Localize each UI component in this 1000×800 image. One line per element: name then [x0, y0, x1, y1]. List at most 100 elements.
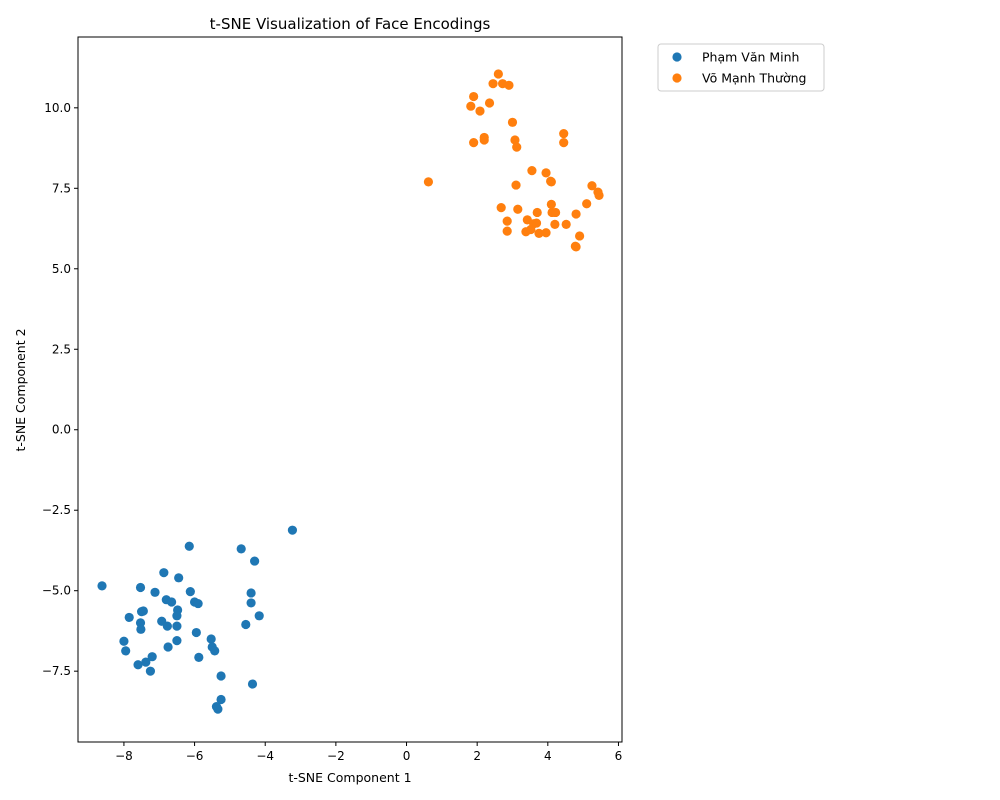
y-tick-label: 7.5: [52, 181, 71, 195]
data-point: [213, 704, 223, 714]
legend-marker: [672, 52, 682, 62]
y-tick-label: 10.0: [44, 101, 71, 115]
data-point: [246, 588, 256, 598]
data-point: [570, 241, 580, 251]
y-axis-label: t-SNE Component 2: [13, 328, 28, 451]
data-point: [133, 660, 143, 670]
data-point: [561, 219, 571, 229]
data-point: [159, 568, 169, 578]
y-tick-label: 2.5: [52, 342, 71, 356]
data-point: [163, 642, 173, 652]
x-tick-label: −4: [256, 749, 274, 763]
data-point: [469, 137, 479, 148]
y-tick-label: 0.0: [52, 423, 71, 437]
plot-frame: [77, 36, 623, 743]
data-point: [216, 671, 226, 681]
data-point: [247, 679, 258, 689]
data-point: [141, 657, 151, 667]
data-point: [532, 207, 542, 218]
x-tick-label: 4: [544, 749, 552, 763]
data-point: [541, 228, 551, 238]
legend-box: [657, 43, 825, 92]
legend-label: Võ Mạnh Thường: [702, 71, 806, 86]
data-point: [194, 652, 204, 662]
y-tick-label: −7.5: [42, 664, 71, 678]
x-tick-label: 6: [615, 749, 623, 763]
x-axis-label: t-SNE Component 1: [288, 770, 411, 785]
data-point: [246, 598, 256, 608]
data-point: [97, 581, 107, 591]
data-point: [206, 634, 216, 644]
data-point: [287, 525, 298, 535]
data-point: [119, 636, 129, 646]
data-point: [527, 166, 537, 176]
data-point: [546, 199, 556, 209]
data-point: [513, 204, 523, 214]
data-point: [559, 137, 569, 148]
data-point: [241, 619, 251, 630]
data-point: [526, 224, 536, 235]
data-point: [167, 597, 177, 607]
data-point: [174, 573, 184, 583]
data-point: [145, 666, 156, 676]
data-point: [510, 135, 520, 145]
data-point: [136, 624, 146, 634]
data-point: [135, 582, 146, 593]
y-tick-label: −5.0: [42, 584, 71, 598]
data-point: [502, 226, 512, 236]
data-point: [172, 611, 182, 621]
y-tick-label: 5.0: [52, 262, 71, 276]
data-point: [496, 203, 506, 213]
x-tick-label: −8: [115, 749, 133, 763]
x-tick-label: 2: [473, 749, 481, 763]
data-point: [124, 612, 134, 623]
legend-marker: [672, 73, 682, 83]
data-point: [147, 652, 157, 662]
data-point: [582, 199, 592, 209]
data-point: [254, 611, 264, 621]
markers-layer: [97, 69, 604, 714]
data-point: [172, 621, 182, 631]
y-axis: −7.5 −5.0 −2.5 0.0 2.5 5.0 7.5 10.0: [42, 101, 78, 678]
data-point: [550, 219, 560, 229]
data-point: [550, 207, 561, 218]
x-tick-label: 0: [403, 749, 411, 763]
data-point: [479, 135, 489, 145]
data-point: [138, 606, 148, 616]
data-point: [546, 176, 556, 186]
data-point: [512, 142, 522, 152]
data-point: [469, 91, 479, 102]
data-point: [236, 544, 246, 554]
data-point: [511, 180, 521, 190]
data-point: [423, 177, 434, 187]
data-point: [531, 218, 542, 228]
data-point: [216, 694, 226, 705]
data-point: [575, 231, 585, 241]
data-point: [502, 216, 512, 226]
data-point: [193, 598, 203, 609]
data-point: [493, 69, 503, 79]
data-point: [507, 117, 518, 127]
data-point: [488, 79, 498, 89]
data-point: [191, 627, 201, 638]
legend: Phạm Văn Minh Võ Mạnh Thường: [657, 43, 825, 92]
legend-label: Phạm Văn Minh: [702, 50, 799, 65]
data-point: [571, 209, 581, 219]
data-point: [210, 646, 220, 656]
data-point: [162, 621, 172, 631]
data-point: [559, 128, 569, 139]
data-point: [150, 587, 160, 597]
data-point: [172, 636, 182, 646]
data-point: [250, 556, 260, 566]
x-tick-label: −2: [327, 749, 345, 763]
series-2: [423, 69, 604, 252]
data-point: [594, 190, 604, 200]
data-point: [466, 101, 476, 111]
data-point: [541, 168, 551, 178]
data-point: [534, 228, 544, 238]
y-tick-label: −2.5: [42, 503, 71, 517]
x-axis: −8 −6 −4 −2 0 2 4 6: [115, 742, 622, 763]
series-1: [97, 525, 298, 714]
